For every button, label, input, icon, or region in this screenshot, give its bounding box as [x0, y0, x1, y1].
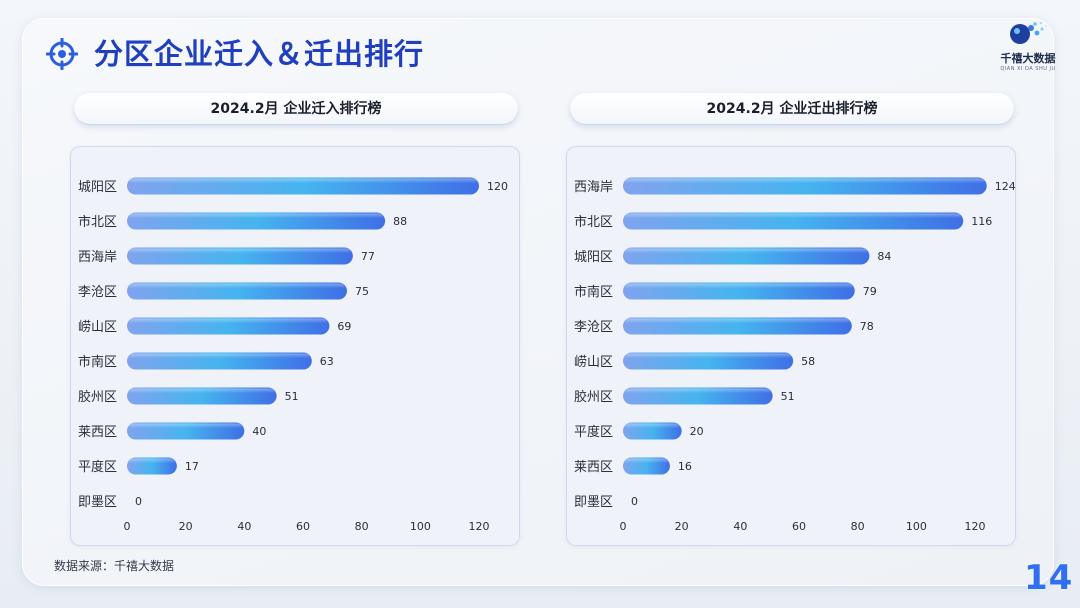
category-label: 城阳区 [78, 180, 117, 195]
value-label: 84 [877, 250, 891, 263]
x-tick-label: 100 [906, 520, 927, 533]
x-tick-label: 100 [410, 520, 431, 533]
bar-highlight [625, 458, 668, 467]
category-label: 城阳区 [574, 250, 613, 265]
value-label: 51 [781, 390, 795, 403]
logo-name: 千禧大数据 [1000, 52, 1056, 65]
page-number: 14 [1024, 558, 1074, 598]
bar-highlight [129, 318, 328, 327]
target-icon [46, 38, 78, 70]
category-label: 西海岸 [574, 180, 613, 195]
logo-mark-icon [1010, 21, 1047, 44]
value-label: 75 [355, 285, 369, 298]
x-tick-label: 40 [237, 520, 251, 533]
value-label: 16 [678, 460, 692, 473]
bar-highlight [129, 213, 384, 222]
value-label: 0 [135, 495, 142, 508]
value-label: 69 [337, 320, 351, 333]
data-source-note: 数据来源：千禧大数据 [54, 559, 175, 573]
value-label: 51 [285, 390, 299, 403]
bar-highlight [625, 178, 985, 187]
category-label: 平度区 [78, 459, 117, 475]
inflow-chart-title: 2024.2月 企业迁入排行榜 [74, 93, 518, 125]
category-label: 莱西区 [78, 425, 117, 440]
inflow-chart: 城阳区 120 市北区 88 西海岸 77 李沧区 75 崂山区 69 市南区 63 胶州区 51 莱西区 4… [78, 177, 508, 533]
value-label: 88 [393, 215, 407, 228]
category-label: 市南区 [78, 354, 117, 370]
bar-highlight [625, 318, 850, 327]
x-tick-label: 20 [179, 520, 193, 533]
category-label: 崂山区 [78, 320, 117, 335]
category-label: 胶州区 [574, 389, 613, 405]
value-label: 0 [631, 495, 638, 508]
bar-highlight [625, 388, 771, 397]
category-label: 李沧区 [574, 319, 613, 335]
bar-highlight [625, 283, 853, 292]
value-label: 78 [860, 320, 874, 333]
category-label: 崂山区 [574, 355, 613, 370]
value-label: 79 [863, 285, 877, 298]
outflow-chart-title: 2024.2月 企业迁出排行榜 [570, 93, 1014, 125]
logo-subtitle: QIAN XI DA SHU JU [1000, 66, 1056, 72]
value-label: 63 [320, 355, 334, 368]
category-label: 西海岸 [78, 250, 117, 265]
value-label: 40 [252, 425, 266, 438]
inflow-chart-panel: 城阳区 120 市北区 88 西海岸 77 李沧区 75 崂山区 69 市南区 63 胶州区 51 莱西区 4… [70, 146, 520, 546]
x-tick-label: 60 [792, 520, 806, 533]
category-label: 市北区 [574, 214, 613, 230]
bar-highlight [129, 353, 310, 362]
bar-highlight [129, 423, 243, 432]
bar-highlight [129, 283, 345, 292]
bar-highlight [129, 458, 175, 467]
bar-highlight [625, 423, 680, 432]
category-label: 即墨区 [78, 495, 117, 510]
category-label: 胶州区 [78, 389, 117, 405]
category-label: 李沧区 [78, 284, 117, 300]
outflow-chart: 西海岸 124 市北区 116 城阳区 84 市南区 79 李沧区 78 崂山区 58 胶州区 51 平度区… [574, 177, 1016, 533]
category-label: 平度区 [574, 424, 613, 440]
value-label: 77 [361, 250, 375, 263]
x-tick-label: 0 [124, 520, 131, 533]
x-tick-label: 60 [296, 520, 310, 533]
bar-highlight [129, 178, 477, 187]
x-tick-label: 120 [469, 520, 490, 533]
value-label: 17 [185, 460, 199, 473]
bar-highlight [625, 353, 792, 362]
category-label: 莱西区 [574, 460, 613, 475]
bar-highlight [625, 213, 962, 222]
x-tick-label: 80 [851, 520, 865, 533]
x-tick-label: 120 [965, 520, 986, 533]
bar-highlight [129, 388, 275, 397]
bar-highlight [625, 248, 868, 257]
x-tick-label: 80 [355, 520, 369, 533]
x-tick-label: 40 [733, 520, 747, 533]
x-tick-label: 0 [620, 520, 627, 533]
outflow-chart-panel: 西海岸 124 市北区 116 城阳区 84 市南区 79 李沧区 78 崂山区 58 胶州区 51 平度区… [566, 146, 1016, 546]
bar-highlight [129, 248, 351, 257]
brand-logo: 千禧大数据 QIAN XI DA SHU JU [994, 20, 1062, 76]
value-label: 124 [995, 180, 1016, 193]
page-title: 分区企业迁入＆迁出排行 [94, 37, 425, 71]
category-label: 市南区 [574, 284, 613, 300]
value-label: 58 [801, 355, 815, 368]
category-label: 即墨区 [574, 495, 613, 510]
x-tick-label: 20 [675, 520, 689, 533]
value-label: 20 [690, 425, 704, 438]
category-label: 市北区 [78, 214, 117, 230]
value-label: 116 [971, 215, 992, 228]
value-label: 120 [487, 180, 508, 193]
